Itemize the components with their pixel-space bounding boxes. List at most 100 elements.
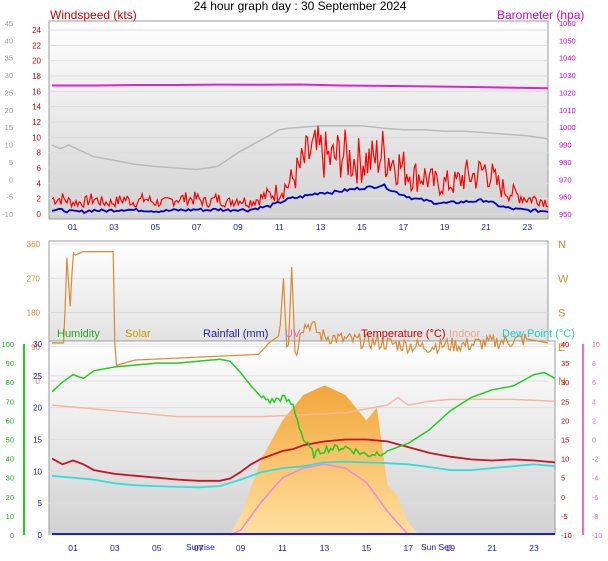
x-tick-label: 01 [68, 222, 78, 232]
direction-tick-label: 360 [27, 240, 41, 249]
baro-tick-label: 1020 [559, 88, 576, 97]
compass-label: N [558, 239, 566, 251]
wind-tick-label: 12 [32, 118, 41, 127]
wind-tick-label: 6 [37, 164, 42, 173]
outer-tick-label: -10 [2, 210, 13, 219]
rain-tick-label: 5 [38, 499, 43, 508]
baro-tick-label: 1060 [559, 19, 576, 28]
indoor-temp-line [51, 396, 556, 418]
x-tick-label: 23 [523, 222, 533, 232]
temp-tick-label: 20 [561, 416, 569, 425]
humidity-tick-label: 100 [1, 340, 14, 349]
x-tick-label: 11 [278, 543, 287, 553]
temp-tick-label: 40 [561, 340, 569, 349]
compass-label: E [558, 342, 565, 354]
temp-tick-label: 0 [561, 493, 565, 502]
baro-tick-label: 1050 [559, 36, 576, 45]
direction-tick-label: 90 [31, 343, 40, 352]
humidity-label: Humidity [57, 328, 100, 340]
outer-tick-label: 5 [9, 158, 13, 167]
x-tick-label: 03 [109, 222, 119, 232]
wind-tick-label: 2 [37, 195, 42, 204]
outer-tick-label: 45 [5, 19, 13, 28]
x-tick-label: 05 [151, 222, 161, 232]
wind-average-line [51, 183, 549, 215]
baro-tick-label: 980 [559, 158, 572, 167]
wind-panel [48, 20, 549, 220]
x-tick-label: 09 [233, 222, 243, 232]
barometer-line [52, 83, 549, 90]
compass-label: W [558, 273, 569, 285]
rain-tick-label: 15 [33, 436, 42, 445]
x-tick-label: 17 [404, 543, 414, 553]
temp-tick-label: -5 [561, 512, 568, 521]
wind-direction-line [52, 251, 549, 367]
compass-label: N [558, 376, 566, 388]
wind-tick-label: 8 [37, 149, 42, 158]
dew-point-label: Dew Point (°C) [502, 328, 575, 340]
humidity-line [51, 358, 556, 459]
page-title: 24 hour graph day : 30 September 2024 [194, 0, 407, 13]
temp-tick-label: 5 [561, 474, 565, 483]
temp-tick-label: 10 [561, 455, 569, 464]
outer-tick-label: 25 [5, 88, 13, 97]
wind-tick-label: 18 [32, 72, 41, 81]
wind-tick-label: 20 [32, 57, 41, 66]
barometer-label: Barometer (hpa) [497, 8, 584, 22]
x-tick-label: 11 [275, 222, 284, 232]
rain-tick-label: 30 [33, 340, 42, 349]
uv-line [229, 463, 409, 536]
x-tick-label: 07 [194, 543, 204, 553]
wind-tick-label: 10 [32, 133, 41, 142]
uv-tick-label: 4 [592, 399, 596, 406]
baro-tick-label: 1040 [559, 54, 576, 63]
uv-tick-label: -6 [592, 495, 598, 502]
temp-tick-label: 25 [561, 397, 569, 406]
temperature-line [51, 438, 556, 482]
x-tick-label: 19 [440, 222, 450, 232]
rain-tick-label: 20 [33, 404, 42, 413]
baro-tick-label: 1010 [559, 106, 576, 115]
baro-tick-label: 950 [559, 210, 572, 219]
humidity-tick-label: 50 [6, 436, 14, 445]
temperature-trace-line [51, 125, 549, 171]
humidity-tick-label: 70 [6, 397, 14, 406]
wind-tick-label: 22 [32, 41, 41, 50]
outer-tick-label: 40 [5, 36, 13, 45]
x-tick-label: 13 [320, 543, 330, 553]
uv-tick-label: -4 [592, 476, 598, 483]
temp-tick-label: 35 [561, 359, 569, 368]
wind-gust-line [51, 125, 549, 209]
uv-tick-label: 6 [592, 380, 596, 387]
outer-tick-label: 15 [5, 123, 13, 132]
direction-tick-label: 270 [27, 274, 41, 283]
x-tick-label: 21 [481, 222, 491, 232]
wind-tick-label: 24 [32, 26, 41, 35]
outer-tick-label: 0 [9, 175, 13, 184]
sunrise-label: Sunrise [186, 542, 215, 552]
x-tick-label: 19 [445, 543, 455, 553]
humidity-tick-label: 30 [6, 474, 14, 483]
solar-area [230, 385, 419, 535]
uv-tick-label: 10 [592, 342, 600, 349]
wind-tick-label: 14 [32, 103, 41, 112]
x-tick-label: 03 [110, 543, 120, 553]
direction-tick-label: 0 [36, 377, 41, 386]
uv-tick-label: -2 [592, 457, 598, 464]
rain-tick-label: 25 [33, 372, 42, 381]
x-tick-label: 23 [529, 543, 539, 553]
compass-label: S [558, 308, 565, 320]
uv-tick-label: 8 [592, 361, 596, 368]
temp-tick-label: 30 [561, 378, 569, 387]
x-tick-label: 15 [362, 543, 372, 553]
humidity-tick-label: 10 [6, 512, 14, 521]
wind-tick-label: 0 [37, 210, 42, 219]
temperature-label: Temperature (°C) [361, 328, 445, 340]
humidity-tick-label: 20 [6, 493, 14, 502]
x-tick-label: 01 [68, 543, 78, 553]
outer-tick-label: 30 [5, 71, 13, 80]
uv-label: UV [285, 328, 301, 340]
baro-tick-label: 1030 [559, 71, 576, 80]
outer-tick-label: 35 [5, 54, 13, 63]
